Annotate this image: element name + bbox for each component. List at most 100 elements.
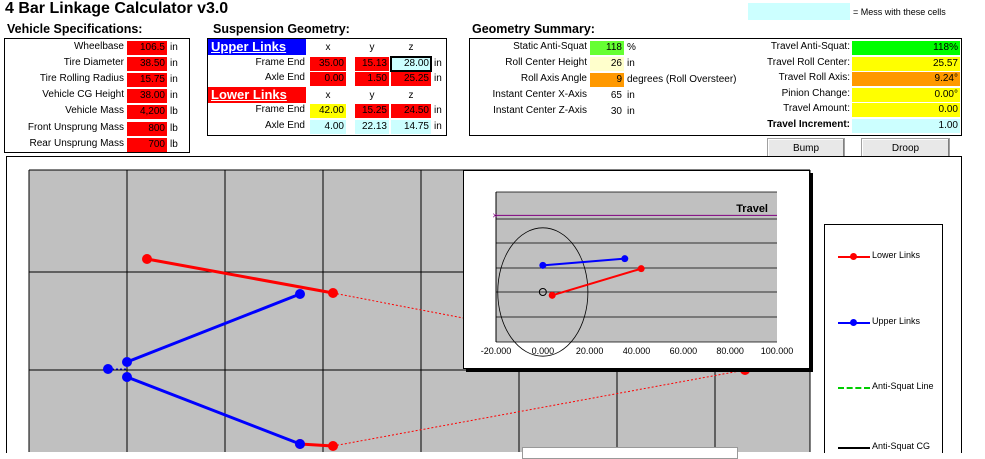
- legend-note: = Mess with these cells: [853, 7, 946, 17]
- coord-column-header: x: [325, 90, 331, 101]
- travel-point: [637, 265, 645, 273]
- vehicle-spec-input[interactable]: 15.75: [127, 73, 167, 88]
- coord-unit: in: [434, 58, 442, 69]
- link-point: [295, 289, 305, 299]
- link-point: [295, 439, 305, 449]
- editable-cell-legend-swatch: [748, 3, 850, 20]
- travel-x-tick: 100.000: [761, 346, 794, 356]
- legend-label: Anti-Squat Line: [872, 381, 934, 391]
- link-point: [142, 254, 152, 264]
- link-point: [122, 372, 132, 382]
- travel-summary-value: 9.24°: [852, 72, 960, 87]
- travel-point: [539, 261, 547, 269]
- legend-marker: [850, 253, 857, 260]
- travel-chart: Travel -20.000 0.000 20.000 40.000 60.000 80.0…: [481, 191, 794, 357]
- ic-projection-lower: [332, 369, 746, 447]
- travel-summary-label: Pinion Change:: [781, 87, 850, 99]
- upper-link-x-input[interactable]: 0.00: [310, 72, 346, 86]
- legend-label: Upper Links: [872, 316, 921, 326]
- summary-value: 118: [590, 41, 624, 55]
- travel-summary-value: 0.00°: [852, 87, 960, 102]
- lower-link-x-input[interactable]: 42.00: [310, 104, 346, 118]
- upper-link-row-label: Frame End: [255, 57, 305, 68]
- summary-label: Static Anti-Squat: [513, 41, 587, 52]
- travel-plot-area: [496, 192, 777, 342]
- upper-link-z-input[interactable]: 28.00: [390, 56, 432, 72]
- vehicle-spec-label: Front Unsprung Mass: [27, 121, 124, 133]
- vehicle-spec-label: Tire Rolling Radius: [39, 73, 124, 85]
- summary-unit: in: [627, 90, 635, 102]
- lower-link-y-input[interactable]: 22.13: [355, 120, 389, 134]
- summary-value: 65: [610, 90, 622, 102]
- geometry-summary-heading: Geometry Summary:: [472, 22, 595, 36]
- summary-label: Instant Center X-Axis: [492, 89, 587, 101]
- link-series-line: [299, 442, 334, 448]
- axle-marker: [538, 288, 547, 296]
- summary-unit: degrees (Roll Oversteer): [627, 74, 737, 86]
- coord-column-header: y: [369, 90, 375, 101]
- vehicle-spec-input[interactable]: 38.50: [127, 57, 167, 72]
- upper-link-z-input[interactable]: 25.25: [391, 72, 431, 86]
- travel-point: [621, 255, 629, 263]
- legend-label: Anti-Squat CG: [872, 441, 931, 451]
- link-series-line: [146, 257, 334, 295]
- legend-item: Anti-Squat CG: [838, 441, 938, 455]
- legend-line-swatch: [838, 447, 870, 449]
- travel-x-tick: 60.000: [670, 346, 698, 356]
- travel-summary-label: Travel Increment:: [767, 119, 850, 130]
- vehicle-spec-label: Rear Unsprung Mass: [29, 137, 124, 149]
- upper-link-y-input[interactable]: 15.13: [355, 57, 389, 71]
- legend-item: Anti-Squat Line: [838, 381, 938, 395]
- link-series-line: [126, 292, 301, 364]
- coord-column-header: z: [408, 42, 414, 53]
- upper-link-y-input[interactable]: 1.50: [355, 72, 389, 86]
- vehicle-spec-input[interactable]: 106.5: [127, 41, 167, 55]
- vehicle-spec-input[interactable]: 800: [127, 121, 167, 136]
- coord-unit: in: [434, 121, 442, 132]
- legend-line-swatch: [838, 387, 870, 389]
- lower-link-z-input[interactable]: 14.75: [391, 120, 431, 134]
- summary-label: Instant Center Z-Axis: [493, 105, 587, 117]
- lower-link-x-input[interactable]: 4.00: [310, 120, 346, 134]
- vehicle-spec-input[interactable]: 700: [127, 137, 167, 152]
- travel-summary-label: Travel Roll Axis:: [778, 72, 850, 84]
- travel-point: [548, 291, 556, 299]
- travel-summary-value: 0.00: [852, 103, 960, 118]
- travel-summary-label: Travel Amount:: [783, 103, 850, 115]
- lower-link-y-input[interactable]: 15.25: [355, 104, 389, 118]
- lower-links-header: Lower Links: [208, 87, 306, 103]
- upper-links-header: Upper Links: [208, 39, 306, 55]
- link-point: [122, 357, 132, 367]
- app-title: 4 Bar Linkage Calculator v3.0: [5, 0, 229, 17]
- link-series-line: [126, 375, 301, 446]
- upper-link-row-label: Axle End: [264, 72, 305, 83]
- summary-unit: in: [627, 106, 635, 118]
- vehicle-spec-input[interactable]: 4,200: [127, 105, 167, 120]
- summary-value: 9: [590, 73, 624, 88]
- lower-link-z-input[interactable]: 24.50: [391, 104, 431, 118]
- summary-unit: %: [627, 42, 636, 53]
- travel-summary-label: Travel Roll Center:: [767, 56, 850, 68]
- axle-center-point: [103, 364, 113, 374]
- vehicle-spec-input[interactable]: 38.00: [127, 89, 167, 104]
- vehicle-spec-label: Tire Diameter: [63, 57, 124, 69]
- travel-increment-input[interactable]: 1.00: [852, 119, 960, 133]
- link-point: [328, 441, 338, 451]
- travel-summary-value: 118%: [852, 41, 960, 55]
- travel-x-tick: 40.000: [623, 346, 651, 356]
- coord-unit: in: [434, 73, 442, 84]
- vehicle-spec-unit: lb: [170, 138, 178, 150]
- legend-item: Lower Links: [838, 250, 938, 264]
- legend-marker: [850, 319, 857, 326]
- travel-series-line: [542, 257, 625, 267]
- summary-unit: in: [627, 58, 635, 70]
- vehicle-spec-unit: lb: [170, 122, 178, 134]
- travel-summary-label: Travel Anti-Squat:: [770, 41, 850, 52]
- travel-chart-title: Travel: [736, 203, 768, 215]
- vehicle-spec-unit: in: [170, 90, 178, 102]
- summary-value: 30: [610, 106, 622, 118]
- vehicle-spec-label: Wheelbase: [73, 41, 124, 52]
- travel-x-tick: 0.000: [532, 346, 555, 356]
- upper-link-x-input[interactable]: 35.00: [310, 57, 346, 71]
- summary-label: Roll Axis Angle: [520, 73, 587, 85]
